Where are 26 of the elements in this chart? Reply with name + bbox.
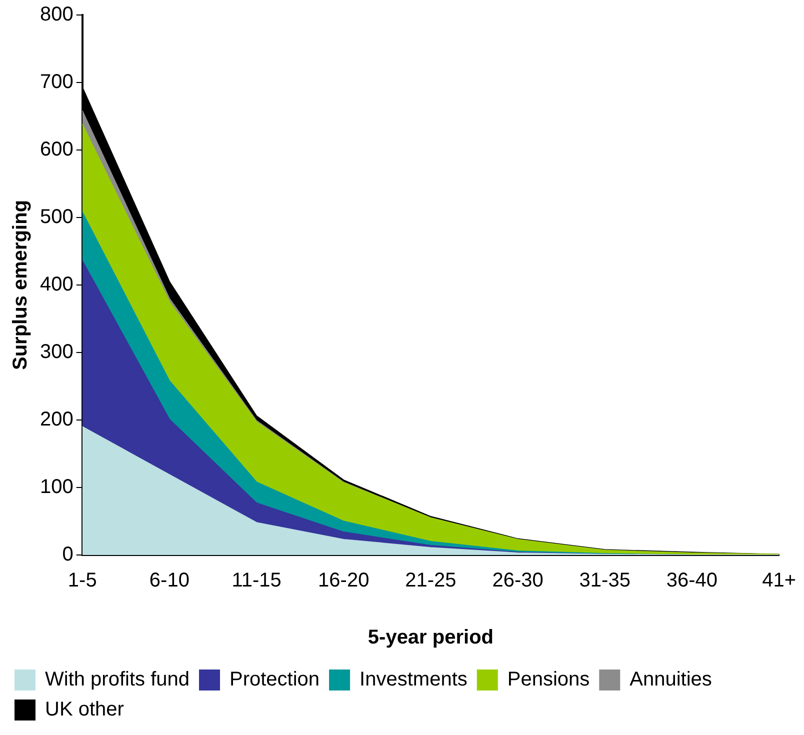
legend-label: UK other	[45, 698, 124, 721]
x-tick-label: 31-35	[579, 570, 630, 592]
legend-label: With profits fund	[45, 668, 190, 691]
x-tick-label: 21-25	[405, 570, 456, 592]
y-tick-label: 0	[62, 544, 74, 566]
x-tick-label: 11-15	[232, 570, 282, 592]
y-tick-label: 300	[40, 341, 74, 364]
y-tick-label: 100	[40, 476, 74, 498]
y-tick-label: 200	[40, 408, 74, 431]
x-tick-label: 1-5	[68, 570, 97, 592]
x-tick-label: 36-40	[666, 570, 718, 592]
legend-label: Investments	[360, 668, 468, 691]
legend-label: Annuities	[630, 668, 712, 691]
y-tick-label: 600	[40, 138, 74, 161]
y-tick-label: 700	[40, 71, 74, 94]
legend-label: Protection	[230, 668, 320, 691]
legend-label: Pensions	[507, 668, 590, 691]
x-tick-label: 16-20	[318, 570, 370, 592]
x-axis-title: 5-year period	[368, 626, 494, 649]
x-tick-label: 26-30	[492, 570, 544, 592]
x-tick-label: 6-10	[149, 570, 190, 592]
x-tick-label: 41+	[762, 570, 796, 592]
y-axis-title: Surplus emerging	[10, 200, 32, 370]
y-tick-label: 500	[40, 206, 74, 228]
y-tick-label: 800	[40, 4, 74, 26]
y-tick-label: 400	[40, 274, 74, 296]
